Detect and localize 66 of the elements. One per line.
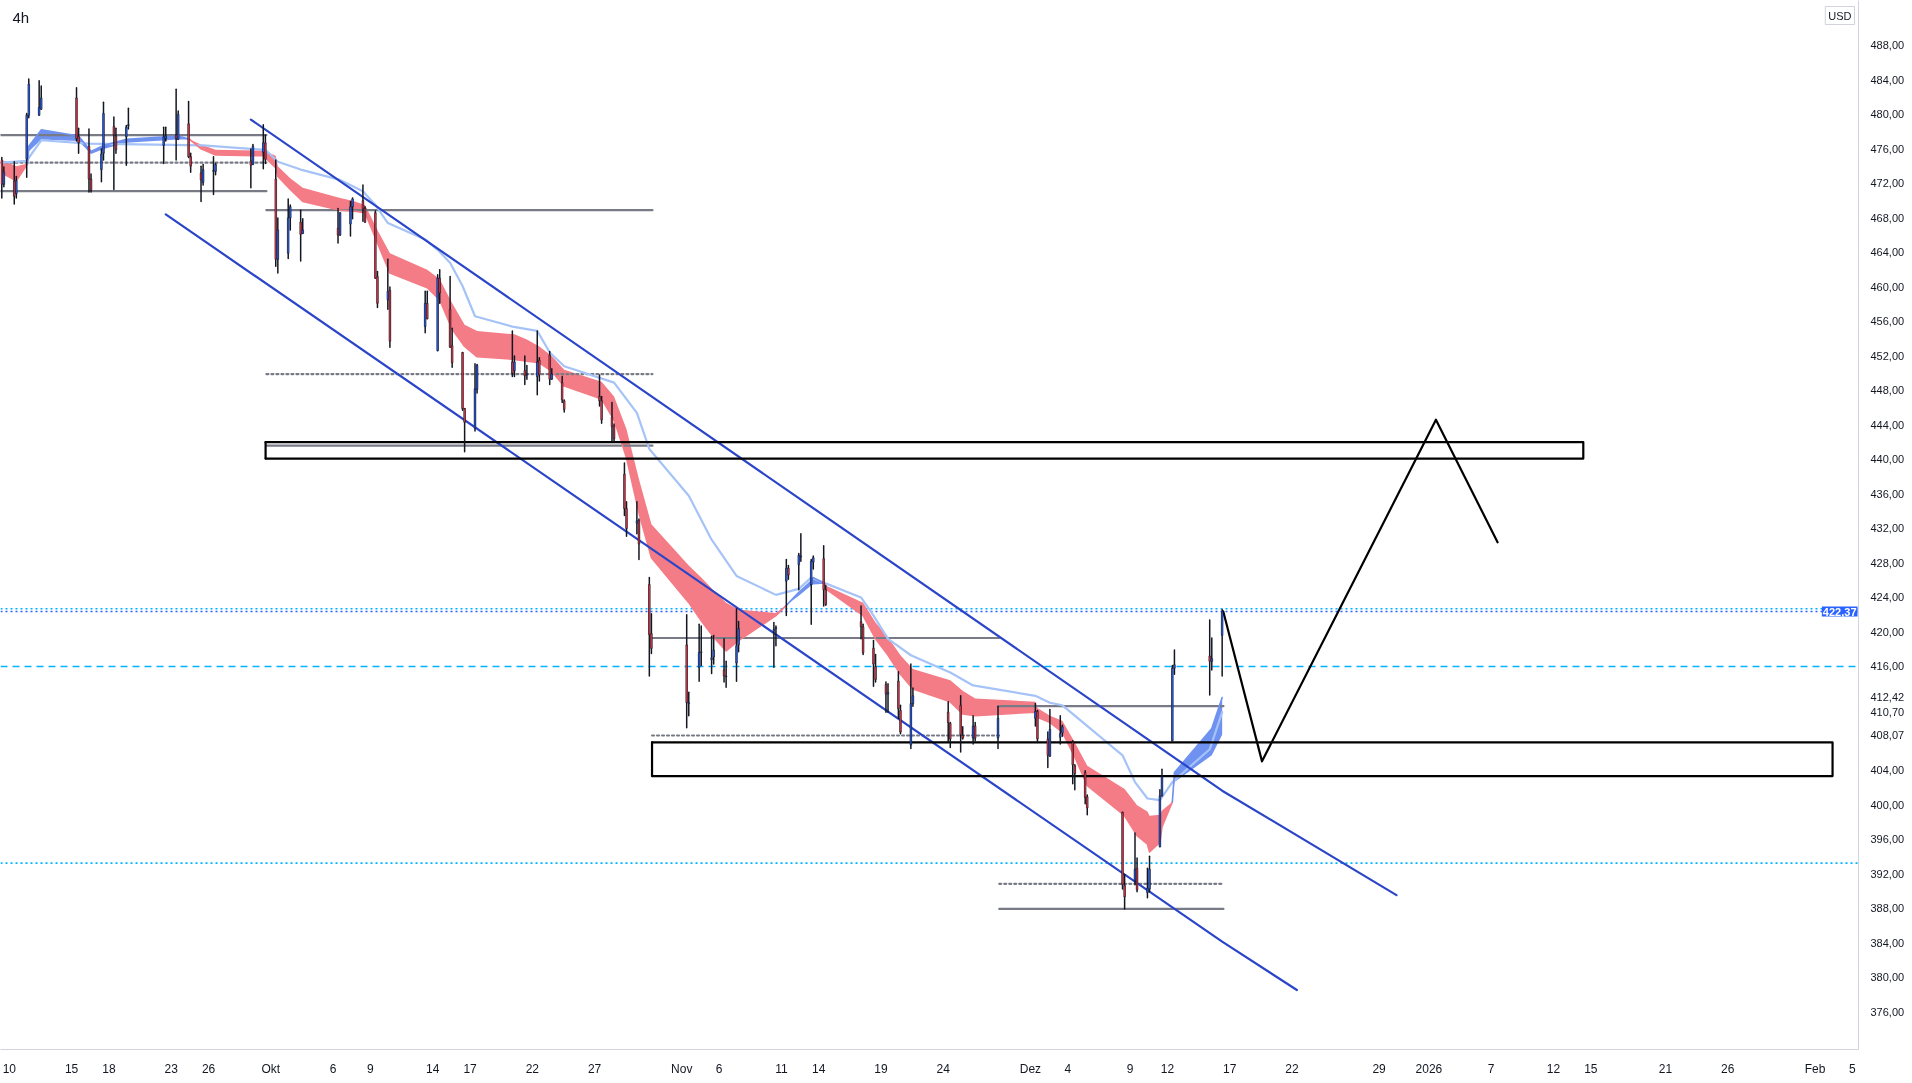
x-tick-label: 17 [1223,1061,1237,1076]
x-tick-label: 22 [525,1061,540,1076]
x-tick-label: 6 [715,1061,723,1076]
x-tick-label: 17 [463,1061,478,1076]
y-tick-label: 432,00 [1870,522,1905,535]
y-tick-label: 440,00 [1870,453,1905,466]
x-tick-label: Okt [261,1061,281,1076]
y-tick-label: 452,00 [1870,349,1905,362]
x-tick-label: 18 [102,1061,116,1076]
x-tick-label: 9 [367,1061,375,1076]
y-tick-label: 410,70 [1870,706,1905,719]
y-tick-label: 448,00 [1870,384,1905,397]
x-tick-label: 21 [1658,1061,1673,1076]
x-tick-label: 12 [1546,1061,1561,1076]
x-tick-label: 11 [775,1061,788,1076]
x-tick-label: 7 [1487,1061,1495,1076]
ref-line-label: 422,37 [1822,605,1857,618]
y-tick-label: 484,00 [1870,73,1905,86]
x-tick-label: 19 [874,1061,889,1076]
y-tick-label: 460,00 [1870,280,1905,293]
x-tick-label: 15 [64,1061,79,1076]
y-tick-label: 444,00 [1870,418,1905,431]
y-tick-label: 468,00 [1870,211,1905,224]
y-tick-label: 400,00 [1870,798,1905,811]
x-tick-label: 26 [201,1061,216,1076]
x-tick-label: 14 [812,1061,826,1076]
x-tick-label: 2026 [1415,1061,1443,1076]
x-tick-label: 14 [426,1061,440,1076]
x-tick-label: 4 [1064,1061,1072,1076]
x-tick-label: 5 [1848,1061,1856,1076]
x-tick-label: 10 [2,1061,17,1076]
x-tick-label: 15 [1584,1061,1598,1076]
y-tick-label: 436,00 [1870,487,1905,500]
y-tick-label: 472,00 [1870,177,1905,190]
y-tick-label: 392,00 [1870,867,1905,880]
y-tick-label: 404,00 [1870,764,1905,776]
y-tick-label: 388,00 [1870,902,1905,915]
x-tick-label: 6 [329,1061,337,1076]
x-tick-label: Nov [671,1061,693,1076]
y-tick-label: 412,42 [1870,691,1905,704]
y-tick-label: 480,00 [1870,108,1905,121]
y-tick-label: 396,00 [1870,833,1905,846]
y-tick-label: 416,00 [1870,660,1905,673]
text: 4h [12,8,30,26]
y-tick-label: 376,00 [1870,1005,1905,1018]
x-tick-label: 27 [587,1061,602,1076]
y-tick-label: 476,00 [1870,142,1905,155]
y-tick-label: 428,00 [1870,556,1905,569]
y-tick-label: 408,07 [1870,728,1905,741]
x-tick-label: Dez [1019,1061,1042,1076]
y-tick-label: 380,00 [1870,971,1905,984]
y-tick-label: 384,00 [1870,936,1905,949]
y-tick-label: 464,00 [1870,246,1905,259]
x-tick-label: Feb [1804,1061,1826,1076]
x-tick-label: 22 [1285,1061,1299,1076]
y-tick-label: 420,00 [1870,625,1905,638]
x-tick-label: 29 [1372,1061,1387,1076]
y-tick-label: 456,00 [1870,315,1905,328]
x-tick-label: 26 [1721,1061,1735,1076]
y-tick-label: 424,00 [1870,591,1905,604]
x-tick-label: 23 [164,1061,179,1076]
y-tick-label: 488,00 [1870,39,1905,52]
y-axis-title: USD [1828,9,1852,22]
x-tick-label: 24 [936,1061,951,1076]
x-tick-label: 12 [1160,1061,1175,1076]
x-tick-label: 9 [1126,1061,1134,1076]
